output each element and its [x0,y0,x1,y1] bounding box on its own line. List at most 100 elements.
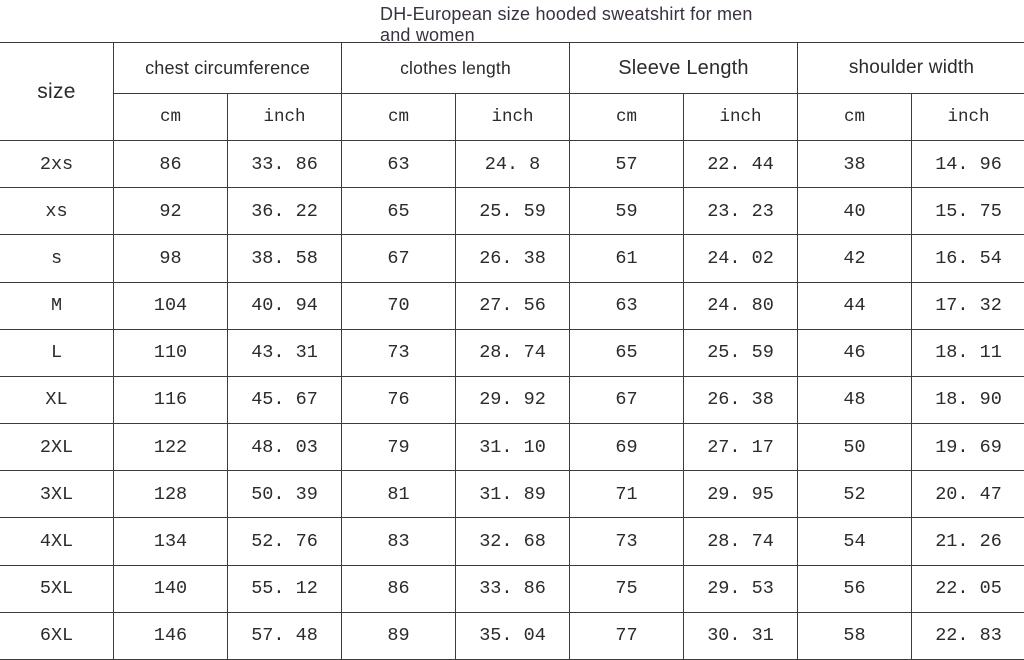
group-header-row: size chest circumference clothes length … [0,43,1024,94]
group-header-clothes-length: clothes length [342,43,570,94]
value-cell: 73 [342,329,456,376]
value-cell: 36. 22 [228,188,342,235]
unit-header: inch [912,94,1024,141]
value-cell: 116 [114,376,228,423]
size-cell: M [0,282,114,329]
value-cell: 79 [342,424,456,471]
value-cell: 25. 59 [456,188,570,235]
value-cell: 67 [342,235,456,282]
value-cell: 55. 12 [228,565,342,612]
value-cell: 38. 58 [228,235,342,282]
value-cell: 22. 83 [912,612,1024,659]
size-cell: s [0,235,114,282]
unit-header: inch [456,94,570,141]
value-cell: 57. 48 [228,612,342,659]
value-cell: 27. 17 [684,424,798,471]
value-cell: 42 [798,235,912,282]
size-cell: 5XL [0,565,114,612]
value-cell: 38 [798,141,912,188]
value-cell: 52. 76 [228,518,342,565]
value-cell: 98 [114,235,228,282]
value-cell: 26. 38 [456,235,570,282]
value-cell: 18. 90 [912,376,1024,423]
value-cell: 29. 92 [456,376,570,423]
value-cell: 24. 80 [684,282,798,329]
value-cell: 35. 04 [456,612,570,659]
value-cell: 17. 32 [912,282,1024,329]
unit-header: cm [570,94,684,141]
value-cell: 40. 94 [228,282,342,329]
value-cell: 16. 54 [912,235,1024,282]
page-title: DH-European size hooded sweatshirt for m… [380,4,940,45]
value-cell: 71 [570,471,684,518]
value-cell: 45. 67 [228,376,342,423]
value-cell: 63 [342,141,456,188]
group-header-chest-circumference: chest circumference [114,43,342,94]
size-cell: 2XL [0,424,114,471]
size-cell: XL [0,376,114,423]
value-cell: 23. 23 [684,188,798,235]
value-cell: 54 [798,518,912,565]
value-cell: 110 [114,329,228,376]
value-cell: 14. 96 [912,141,1024,188]
value-cell: 32. 68 [456,518,570,565]
value-cell: 70 [342,282,456,329]
value-cell: 25. 59 [684,329,798,376]
value-cell: 76 [342,376,456,423]
value-cell: 43. 31 [228,329,342,376]
table-header: size chest circumference clothes length … [0,43,1024,141]
value-cell: 128 [114,471,228,518]
value-cell: 44 [798,282,912,329]
size-cell: 4XL [0,518,114,565]
value-cell: 30. 31 [684,612,798,659]
size-table-container: size chest circumference clothes length … [0,42,1024,660]
size-column-header: size [0,43,114,141]
value-cell: 81 [342,471,456,518]
value-cell: 33. 86 [456,565,570,612]
value-cell: 28. 74 [456,329,570,376]
value-cell: 24. 02 [684,235,798,282]
value-cell: 22. 05 [912,565,1024,612]
value-cell: 48. 03 [228,424,342,471]
value-cell: 73 [570,518,684,565]
value-cell: 63 [570,282,684,329]
value-cell: 92 [114,188,228,235]
value-cell: 83 [342,518,456,565]
value-cell: 86 [114,141,228,188]
group-header-sleeve-length: Sleeve Length [570,43,798,94]
size-cell: 6XL [0,612,114,659]
value-cell: 58 [798,612,912,659]
value-cell: 61 [570,235,684,282]
size-chart-table: size chest circumference clothes length … [0,42,1024,660]
value-cell: 28. 74 [684,518,798,565]
size-cell: 3XL [0,471,114,518]
value-cell: 18. 11 [912,329,1024,376]
value-cell: 29. 53 [684,565,798,612]
value-cell: 140 [114,565,228,612]
value-cell: 33. 86 [228,141,342,188]
unit-header: cm [114,94,228,141]
value-cell: 40 [798,188,912,235]
value-cell: 50. 39 [228,471,342,518]
value-cell: 27. 56 [456,282,570,329]
value-cell: 26. 38 [684,376,798,423]
value-cell: 65 [570,329,684,376]
value-cell: 21. 26 [912,518,1024,565]
size-cell: L [0,329,114,376]
value-cell: 50 [798,424,912,471]
value-cell: 134 [114,518,228,565]
value-cell: 69 [570,424,684,471]
value-cell: 29. 95 [684,471,798,518]
value-cell: 77 [570,612,684,659]
value-cell: 56 [798,565,912,612]
size-cell: 2xs [0,141,114,188]
value-cell: 89 [342,612,456,659]
value-cell: 22. 44 [684,141,798,188]
value-cell: 20. 47 [912,471,1024,518]
value-cell: 146 [114,612,228,659]
